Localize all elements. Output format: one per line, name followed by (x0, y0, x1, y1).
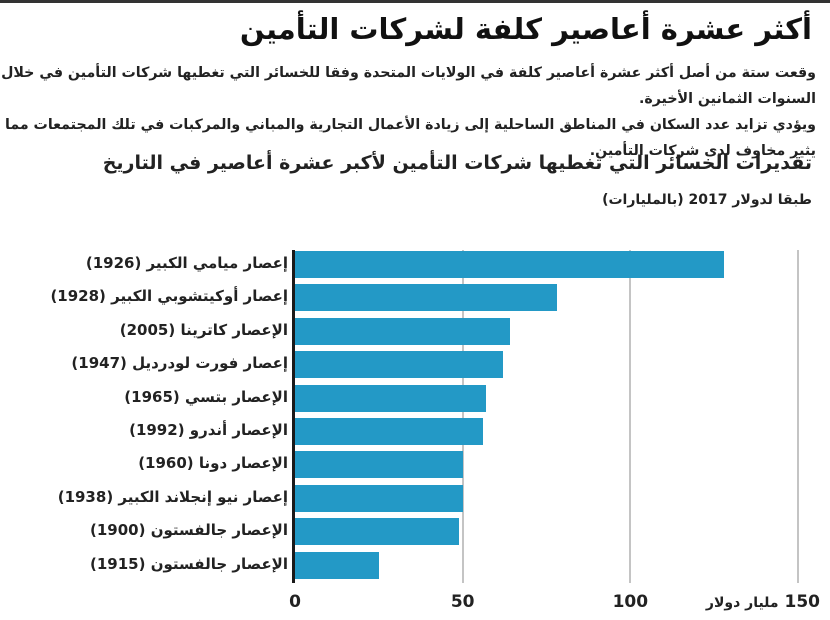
category-label: الإعصار أندرو (1992) (129, 421, 288, 439)
bar (295, 284, 557, 312)
category-label: إعصار ميامي الكبير (1926) (85, 254, 288, 272)
chart-subtitle: طبقا لدولار 2017 (بالمليارات) (602, 192, 812, 208)
chart-plot-area (292, 250, 815, 583)
chart-title: تقديرات الخسائر التي تغطيها شركات التأمي… (102, 152, 812, 174)
description-line-2: ويؤدي تزايد عدد السكان في المناطق الساحل… (5, 117, 816, 159)
bar (295, 518, 460, 546)
gridline-100 (629, 250, 632, 583)
x-tick-label: 100 (612, 592, 649, 612)
category-label: الإعصار جالفستون (1900) (90, 521, 288, 540)
gridline-50 (461, 250, 464, 583)
category-label: إعصار أوكيتشوبي الكبير (1928) (50, 287, 288, 306)
bar (295, 451, 463, 479)
bar (295, 384, 487, 412)
bar (295, 551, 379, 579)
top-border (0, 0, 830, 3)
description-line-1: وقعت ستة من أصل أكثر عشرة أعاصير كلفة في… (1, 65, 816, 107)
gridline-150 (797, 250, 799, 583)
bar (295, 251, 725, 278)
x-axis-unit-label: مليار دولار (705, 595, 779, 611)
category-label: الإعصار دونا (1960) (138, 454, 288, 473)
category-label: إعصار فورت لودرديل (1947) (71, 354, 288, 373)
category-label: الإعصار كاترينا (2005) (119, 320, 288, 339)
category-label: الإعصار جالفستون (1915) (90, 554, 288, 573)
category-label: الإعصار بتسي (1965) (124, 387, 288, 406)
y-axis-line (292, 250, 295, 583)
bar (295, 351, 503, 379)
x-tick-label: 0 (289, 592, 301, 612)
bar (295, 317, 510, 345)
page-title: أكثر عشرة أعاصير كلفة لشركات التأمين (239, 12, 812, 46)
bar (295, 418, 483, 445)
bar (295, 484, 463, 512)
x-tick-label: 50 (450, 592, 475, 612)
category-label: إعصار نيو إنجلاند الكبير (1938) (57, 487, 288, 506)
description: وقعت ستة من أصل أكثر عشرة أعاصير كلفة في… (0, 60, 816, 164)
x-tick-label: 150 مليار دولار (705, 592, 820, 612)
